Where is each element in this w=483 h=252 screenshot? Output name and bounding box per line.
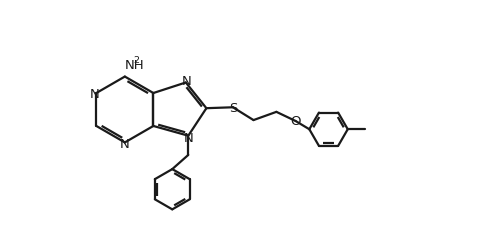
Text: N: N (184, 132, 194, 144)
Text: NH: NH (125, 58, 144, 71)
Text: 2: 2 (133, 56, 139, 65)
Text: N: N (182, 75, 191, 88)
Text: O: O (290, 115, 301, 128)
Text: N: N (90, 87, 99, 100)
Text: N: N (120, 137, 130, 150)
Text: S: S (229, 101, 237, 114)
